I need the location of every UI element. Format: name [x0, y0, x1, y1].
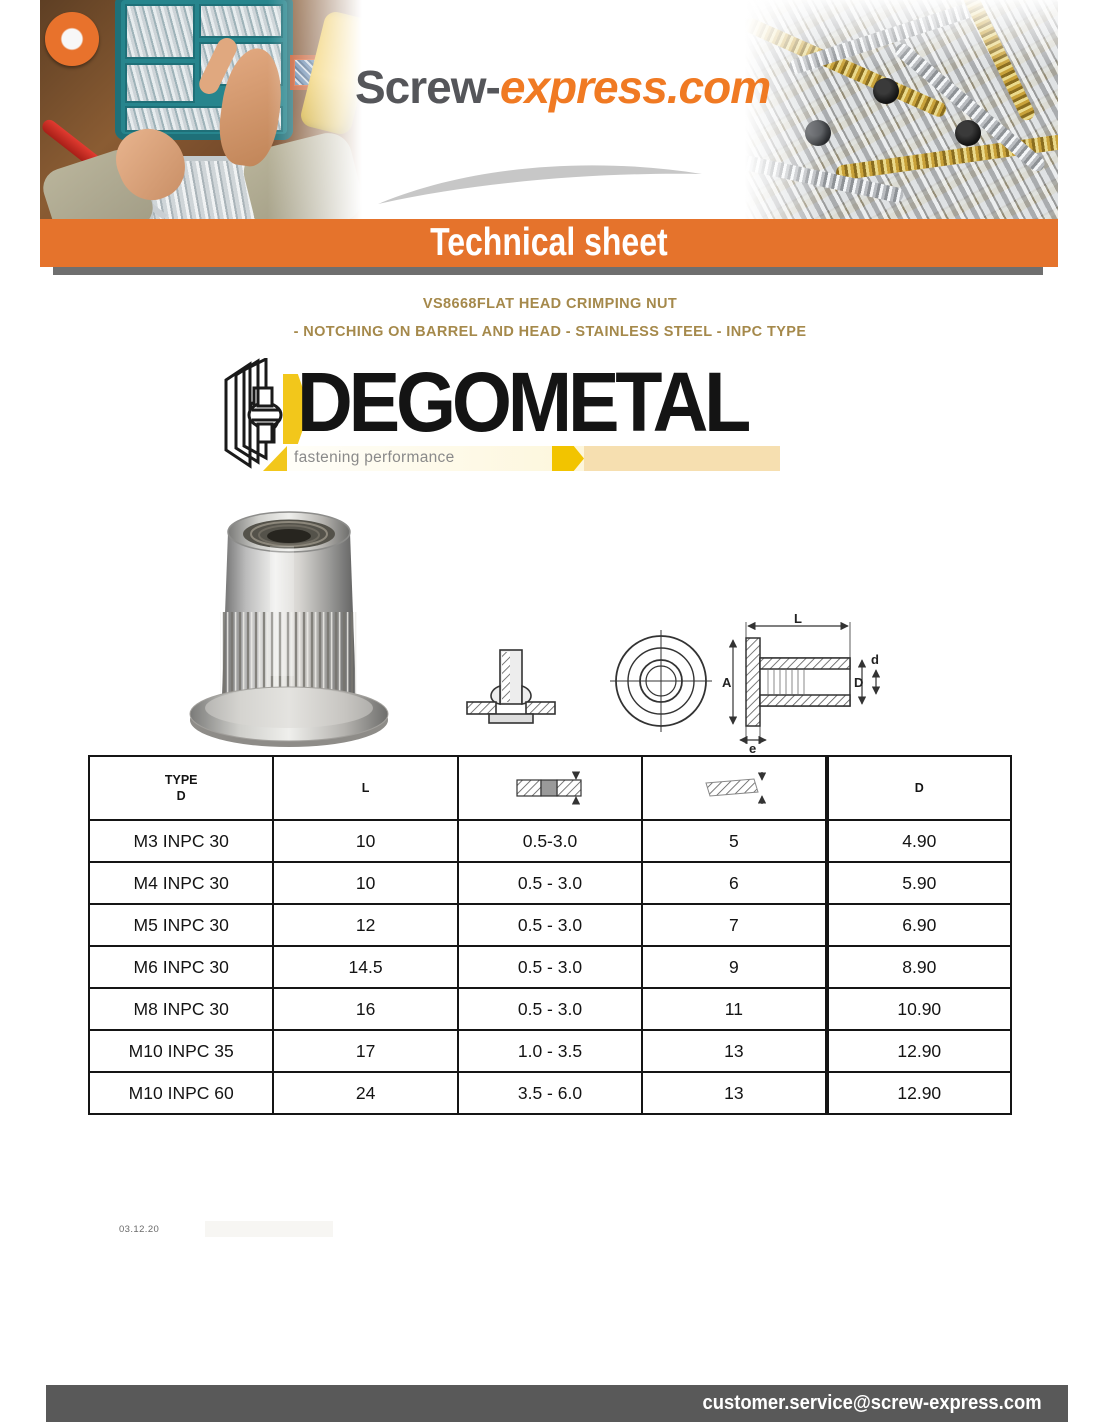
- col-header-grip: [456, 755, 644, 821]
- top-view-drawing: [610, 630, 712, 732]
- cell-hole: 13: [641, 1029, 828, 1073]
- right-hand-finger: [195, 34, 241, 98]
- screw-organizer-box: [115, 0, 293, 140]
- cell-diameter: 6.90: [824, 903, 1013, 947]
- cell-length: 10: [272, 861, 459, 905]
- contact-email[interactable]: customer.service@screw-express.com: [702, 1392, 1042, 1414]
- right-arm: [238, 128, 365, 221]
- table-row: M10 INPC 60 24 3.5 - 6.0 13 12.90: [87, 1071, 1013, 1115]
- cell-type: M4 INPC 30: [87, 861, 275, 905]
- cell-grip: 0.5 - 3.0: [456, 987, 644, 1031]
- cell-type: M5 INPC 30: [87, 903, 275, 947]
- table-row: M5 INPC 30 12 0.5 - 3.0 7 6.90: [87, 903, 1013, 947]
- faded-watermark: [205, 1221, 333, 1237]
- spec-table: TYPE D L: [87, 755, 1013, 1115]
- dim-label-e: e: [749, 741, 756, 754]
- banner-tail: [584, 446, 780, 471]
- cell-diameter: 12.90: [824, 1071, 1013, 1115]
- table-row: M4 INPC 30 10 0.5 - 3.0 6 5.90: [87, 861, 1013, 905]
- table-row: M6 INPC 30 14.5 0.5 - 3.0 9 8.90: [87, 945, 1013, 989]
- dim-label-L: L: [794, 612, 802, 626]
- banner-arrow-icon: [552, 446, 584, 471]
- site-logo-gray-part: Screw-: [355, 61, 501, 113]
- rivet-nut-photo: [189, 511, 389, 747]
- cell-hole: 5: [641, 819, 828, 863]
- cell-grip: 0.5 - 3.0: [456, 945, 644, 989]
- cell-type: M8 INPC 30: [87, 987, 275, 1031]
- tape-measure: [45, 12, 99, 66]
- screws-pile-photo: [745, 0, 1058, 221]
- cell-type: M3 INPC 30: [87, 819, 275, 863]
- cell-grip: 0.5 - 3.0: [456, 903, 644, 947]
- dimension-drawing: L A D d e: [722, 612, 881, 754]
- cell-length: 12: [272, 903, 459, 947]
- cell-length: 14.5: [272, 945, 459, 989]
- wrench: [55, 153, 145, 202]
- cell-grip: 3.5 - 6.0: [456, 1071, 644, 1115]
- col-header-diameter: D: [824, 755, 1013, 821]
- cell-diameter: 8.90: [824, 945, 1013, 989]
- cell-hole: 6: [641, 861, 828, 905]
- screw-tray: [148, 156, 306, 221]
- cell-length: 16: [272, 987, 459, 1031]
- table-row: M10 INPC 35 17 1.0 - 3.5 13 12.90: [87, 1029, 1013, 1073]
- col-header-type: TYPE D: [87, 755, 275, 821]
- cell-diameter: 5.90: [824, 861, 1013, 905]
- left-arm: [40, 144, 158, 221]
- cell-grip: 0.5 - 3.0: [456, 861, 644, 905]
- right-hand: [214, 44, 288, 170]
- cell-hole: 9: [641, 945, 828, 989]
- small-parts-box: [290, 55, 323, 90]
- document-date: 03.12.20: [119, 1224, 160, 1235]
- cell-diameter: 4.90: [824, 819, 1013, 863]
- grip-range-icon: [516, 771, 582, 805]
- installed-section-drawing: [466, 649, 556, 724]
- dim-label-d: d: [871, 652, 879, 667]
- swoosh-graphic: [378, 165, 702, 204]
- screwdriver: [40, 117, 137, 197]
- cell-type: M10 INPC 35: [87, 1029, 275, 1073]
- cell-grip: 0.5-3.0: [456, 819, 644, 863]
- spec-table-header-row: TYPE D L: [87, 755, 1013, 821]
- cell-hole: 7: [641, 903, 828, 947]
- cell-type: M10 INPC 60: [87, 1071, 275, 1115]
- cell-length: 17: [272, 1029, 459, 1073]
- dim-label-D: D: [854, 675, 863, 690]
- degometal-wordmark: DEGOMETAL: [297, 355, 751, 450]
- product-title-line2: - NOTCHING ON BARREL AND HEAD - STAINLES…: [293, 324, 807, 340]
- degometal-mark-icon: [224, 358, 283, 469]
- degometal-tagline: fastening performance: [294, 449, 455, 466]
- product-title-line1: VS8668FLAT HEAD CRIMPING NUT: [422, 296, 678, 312]
- cell-length: 24: [272, 1071, 459, 1115]
- left-hand: [106, 118, 196, 210]
- degometal-tagline-banner: fastening performance: [263, 446, 780, 471]
- cell-type: M6 INPC 30: [87, 945, 275, 989]
- dim-label-A: A: [722, 675, 732, 690]
- cell-diameter: 10.90: [824, 987, 1013, 1031]
- table-row: M3 INPC 30 10 0.5-3.0 5 4.90: [87, 819, 1013, 863]
- cell-hole: 11: [641, 987, 828, 1031]
- site-logo-orange-part: express.com: [499, 61, 771, 113]
- cell-length: 10: [272, 819, 459, 863]
- col-header-hole: [641, 755, 828, 821]
- cell-hole: 13: [641, 1071, 828, 1115]
- table-row: M8 INPC 30 16 0.5 - 3.0 11 10.90: [87, 987, 1013, 1031]
- footer-bar: customer.service@screw-express.com: [46, 1385, 1068, 1422]
- technical-sheet-banner: Technical sheet: [40, 219, 1058, 267]
- hole-diameter-icon: [705, 772, 767, 804]
- technical-sheet-title: Technical sheet: [430, 221, 668, 264]
- cell-diameter: 12.90: [824, 1029, 1013, 1073]
- banner-shadow-strip: [53, 267, 1043, 275]
- col-header-length: L: [272, 755, 459, 821]
- workbench-photo: [40, 0, 365, 221]
- cell-grip: 1.0 - 3.5: [456, 1029, 644, 1073]
- site-logo: Screw-express.com: [355, 60, 771, 114]
